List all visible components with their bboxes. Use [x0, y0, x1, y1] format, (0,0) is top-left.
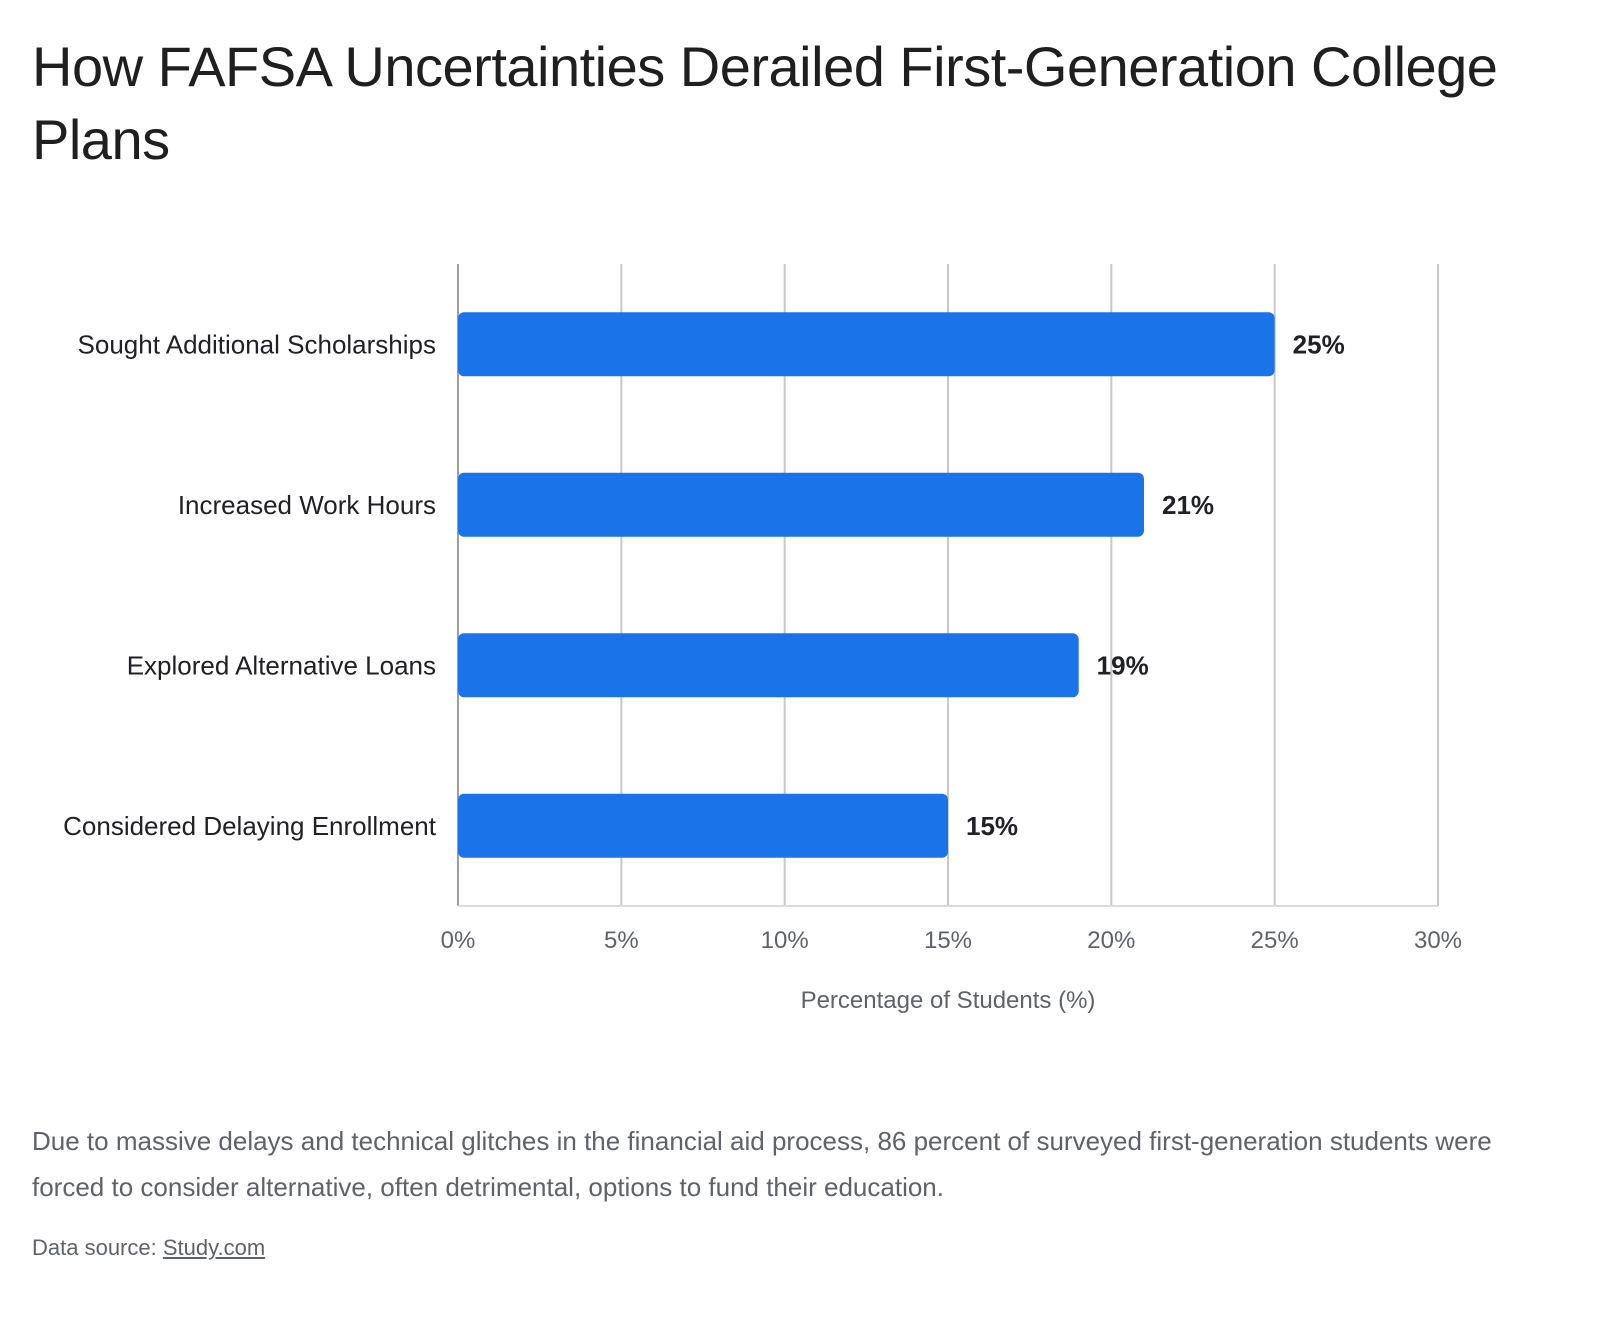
x-tick-label: 15%: [924, 927, 972, 954]
x-tick-label: 10%: [761, 927, 809, 954]
data-label: 21%: [1162, 490, 1214, 520]
data-source: Data source: Study.com: [32, 1233, 265, 1263]
x-tick-label: 20%: [1087, 927, 1135, 954]
data-source-link[interactable]: Study.com: [162, 1235, 266, 1260]
category-label: Explored Alternative Loans: [127, 650, 436, 680]
data-source-label: Data source:: [32, 1235, 163, 1260]
x-tick-label: 25%: [1251, 927, 1299, 954]
bar: [458, 472, 1144, 537]
bar: [458, 793, 948, 858]
x-axis-title: Percentage of Students (%): [801, 987, 1096, 1014]
chart-area: 0% 5% 10% 15% 20% 25% 30% Sought Additional Sch…: [0, 250, 1600, 1040]
x-tick-label: 30%: [1414, 927, 1462, 954]
bar-chart: 0% 5% 10% 15% 20% 25% 30% Sought Additional Sch…: [63, 264, 1462, 1014]
x-tick-label: 5%: [604, 927, 639, 954]
category-label: Considered Delaying Enrollment: [63, 811, 437, 841]
chart-title: How FAFSA Uncertainties Derailed First-G…: [32, 35, 1498, 171]
data-label: 15%: [966, 811, 1018, 841]
x-tick-label: 0%: [441, 927, 476, 954]
bar: [458, 312, 1275, 377]
category-label: Increased Work Hours: [178, 490, 436, 520]
data-label: 25%: [1293, 329, 1345, 359]
category-label: Sought Additional Scholarships: [78, 329, 436, 359]
bar: [458, 633, 1079, 698]
chart-description: Due to massive delays and technical glit…: [32, 1126, 1492, 1202]
data-label: 19%: [1097, 650, 1149, 680]
